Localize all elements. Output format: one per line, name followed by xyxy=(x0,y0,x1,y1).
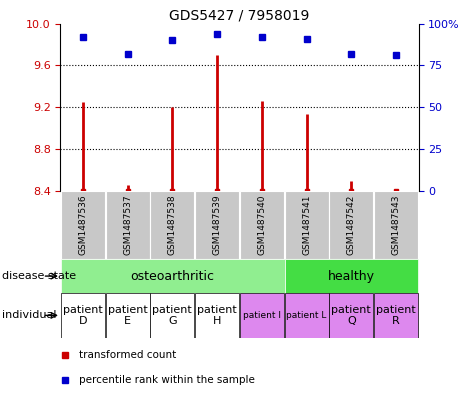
Bar xyxy=(195,191,239,259)
Bar xyxy=(285,259,418,293)
Bar xyxy=(240,293,284,338)
Text: GSM1487538: GSM1487538 xyxy=(168,195,177,255)
Text: GSM1487537: GSM1487537 xyxy=(123,195,132,255)
Bar xyxy=(106,191,150,259)
Text: patient
D: patient D xyxy=(63,305,103,326)
Bar xyxy=(329,293,373,338)
Bar xyxy=(329,191,373,259)
Text: healthy: healthy xyxy=(328,270,375,283)
Text: patient
Q: patient Q xyxy=(332,305,371,326)
Text: GSM1487541: GSM1487541 xyxy=(302,195,311,255)
Bar xyxy=(374,293,418,338)
Text: patient
E: patient E xyxy=(108,305,147,326)
Text: percentile rank within the sample: percentile rank within the sample xyxy=(79,375,255,385)
Text: patient I: patient I xyxy=(243,311,281,320)
Bar xyxy=(285,293,329,338)
Text: GSM1487543: GSM1487543 xyxy=(392,195,401,255)
Bar xyxy=(240,191,284,259)
Text: patient
R: patient R xyxy=(376,305,416,326)
Text: GSM1487542: GSM1487542 xyxy=(347,195,356,255)
Text: patient L: patient L xyxy=(286,311,327,320)
Text: transformed count: transformed count xyxy=(79,350,176,360)
Text: individual: individual xyxy=(2,310,57,320)
Bar xyxy=(61,293,105,338)
Bar xyxy=(61,191,105,259)
Text: patient
H: patient H xyxy=(197,305,237,326)
Text: osteoarthritic: osteoarthritic xyxy=(130,270,214,283)
Text: GSM1487536: GSM1487536 xyxy=(78,195,87,255)
Bar xyxy=(106,293,150,338)
Text: GSM1487540: GSM1487540 xyxy=(257,195,266,255)
Text: disease state: disease state xyxy=(2,271,76,281)
Bar xyxy=(61,259,285,293)
Bar xyxy=(150,191,194,259)
Title: GDS5427 / 7958019: GDS5427 / 7958019 xyxy=(169,8,310,22)
Bar xyxy=(150,293,194,338)
Bar xyxy=(374,191,418,259)
Text: GSM1487539: GSM1487539 xyxy=(213,195,222,255)
Text: patient
G: patient G xyxy=(153,305,192,326)
Bar xyxy=(195,293,239,338)
Bar xyxy=(285,191,329,259)
